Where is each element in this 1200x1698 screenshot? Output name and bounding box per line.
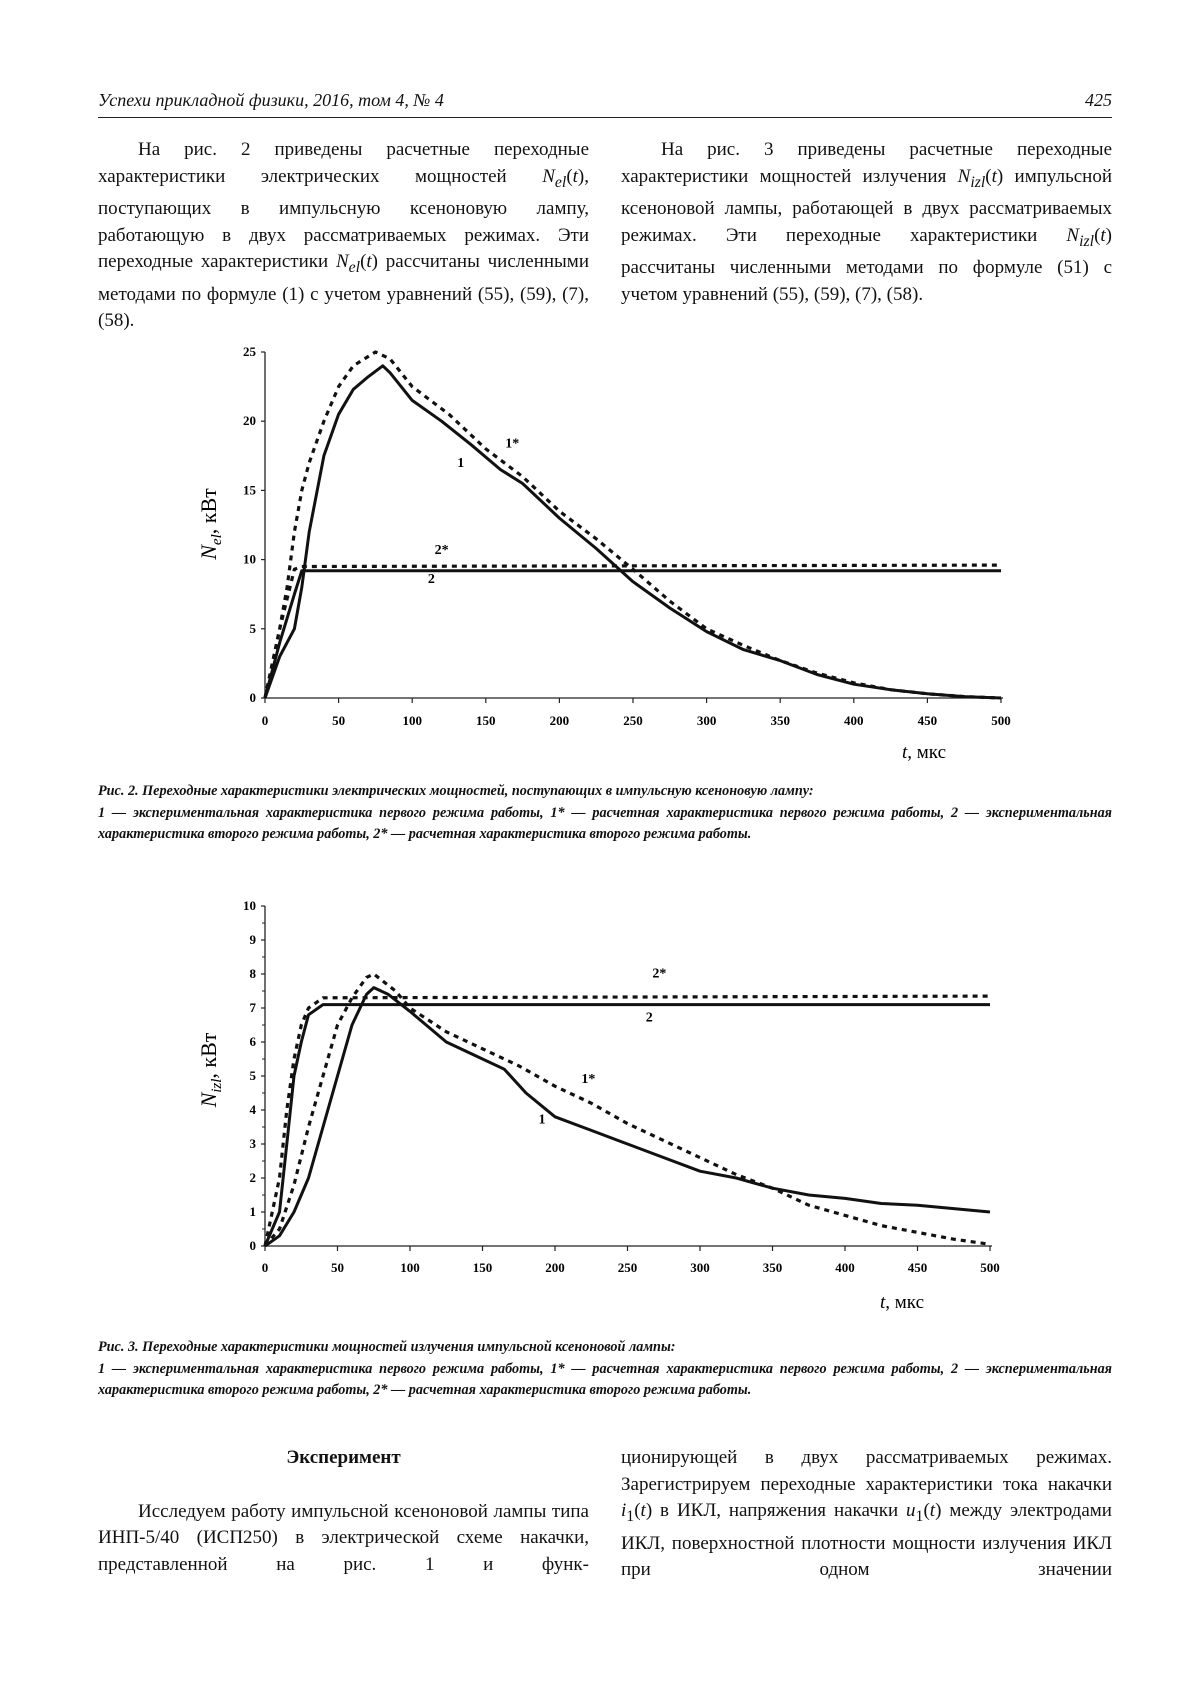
series-2-line [263, 1003, 990, 1247]
running-header: Успехи прикладной физики, 2016, том 4, №… [98, 90, 1112, 111]
series-2star-line [263, 563, 1002, 699]
y-tick-label: 25 [243, 344, 257, 359]
section-left-paragraph: Исследуем работу импульсной ксеноновой л… [98, 1500, 589, 1575]
y-tick-label: 5 [250, 1068, 257, 1083]
x-tick-label: 350 [763, 1260, 783, 1275]
section-heading: Эксперимент [286, 1447, 401, 1468]
y-tick-label: 9 [250, 932, 257, 947]
series-2star-line [263, 994, 991, 1247]
section-right-paragraph: ционирующей в двух рассматриваемых режим… [621, 1447, 1112, 1581]
y-tick-label: 2 [250, 1170, 257, 1185]
y-tick-label: 5 [250, 621, 257, 636]
figure-2-chart: 0 50 100 150 200 250 300 350 400 450 500 0 5 10 15 20 25… [196, 344, 1011, 763]
y-tick-label: 0 [250, 1238, 257, 1253]
x-tick-label: 500 [980, 1260, 1000, 1275]
series-1star-line [263, 350, 1002, 700]
intro-right-column: На рис. 3 приведены расчетные переходные… [621, 137, 1112, 308]
series-label: 1 [538, 1113, 545, 1128]
x-tick-label: 350 [770, 713, 790, 728]
x-axis-label: t, мкс [880, 1292, 924, 1313]
intro-left-paragraph: На рис. 2 приведены расчетные переходные… [98, 139, 589, 332]
y-tick-label: 0 [250, 690, 257, 705]
series-label: 1 [457, 456, 464, 471]
x-tick-label: 150 [473, 1260, 493, 1275]
x-tick-label: 200 [550, 713, 570, 728]
series-1-line [263, 364, 1002, 700]
x-tick-label: 100 [400, 1260, 420, 1275]
page-number: 425 [1085, 90, 1112, 110]
y-tick-label: 1 [250, 1204, 257, 1219]
y-axis-label: Nizl, кВт [196, 1032, 225, 1108]
intro-left-column: На рис. 2 приведены расчетные переходные… [98, 137, 589, 335]
x-tick-label: 300 [690, 1260, 710, 1275]
x-tick-label: 150 [476, 713, 496, 728]
x-tick-label: 50 [332, 713, 345, 728]
header-rule [98, 117, 1112, 118]
figure-2-caption: Рис. 2. Переходные характеристики электр… [98, 781, 1112, 846]
x-tick-label: 300 [697, 713, 717, 728]
x-tick-label: 100 [402, 713, 422, 728]
x-axis-label: t, мкс [902, 742, 946, 763]
y-tick-label: 20 [243, 413, 256, 428]
y-tick-label: 4 [250, 1102, 257, 1117]
x-tick-label: 400 [835, 1260, 855, 1275]
series-1star-line [263, 972, 991, 1248]
y-tick-label: 6 [250, 1034, 257, 1049]
series-label: 1* [581, 1072, 595, 1087]
y-tick-label: 10 [243, 898, 256, 913]
y-tick-label: 15 [243, 482, 257, 497]
x-tick-label: 250 [618, 1260, 638, 1275]
caption-title: Рис. 2. Переходные характеристики электр… [98, 783, 814, 799]
journal-title: Успехи прикладной физики, 2016, том 4, №… [98, 90, 444, 110]
x-tick-label: 250 [623, 713, 643, 728]
x-tick-label: 50 [331, 1260, 344, 1275]
series-label: 2* [652, 966, 666, 981]
intro-right-paragraph: На рис. 3 приведены расчетные переходные… [621, 139, 1112, 305]
series-label: 2* [435, 543, 449, 558]
caption-legend: 1 — экспериментальная характеристика пер… [98, 1360, 1112, 1399]
x-tick-label: 200 [545, 1260, 565, 1275]
figure-3-caption: Рис. 3. Переходные характеристики мощнос… [98, 1337, 1112, 1402]
section-left-column: Эксперимент Исследуем работу импульсной … [98, 1445, 589, 1578]
y-tick-label: 3 [250, 1136, 257, 1151]
x-tick-label: 450 [908, 1260, 928, 1275]
section-right-column: ционирующей в двух рассматриваемых режим… [621, 1445, 1112, 1584]
series-label: 2 [428, 572, 435, 587]
series-2-line [263, 569, 1001, 699]
series-label: 2 [646, 1011, 653, 1026]
y-tick-label: 7 [250, 1000, 257, 1015]
x-tick-label: 450 [918, 713, 938, 728]
x-tick-label: 400 [844, 713, 864, 728]
x-tick-label: 500 [991, 713, 1011, 728]
y-axis-label: Nel, кВт [196, 488, 225, 561]
y-tick-label: 10 [243, 552, 256, 567]
x-tick-label: 0 [262, 1260, 269, 1275]
caption-title: Рис. 3. Переходные характеристики мощнос… [98, 1339, 676, 1355]
caption-legend: 1 — экспериментальная характеристика пер… [98, 804, 1112, 843]
x-tick-label: 0 [262, 713, 269, 728]
series-label: 1* [505, 436, 519, 451]
series-1-line [264, 986, 991, 1248]
y-tick-label: 8 [250, 966, 257, 981]
figure-3-chart: 0 50 100 150 200 250 300 350 400 450 500 0 1 2 3 4 5 6 7 8 9… [196, 898, 1000, 1313]
